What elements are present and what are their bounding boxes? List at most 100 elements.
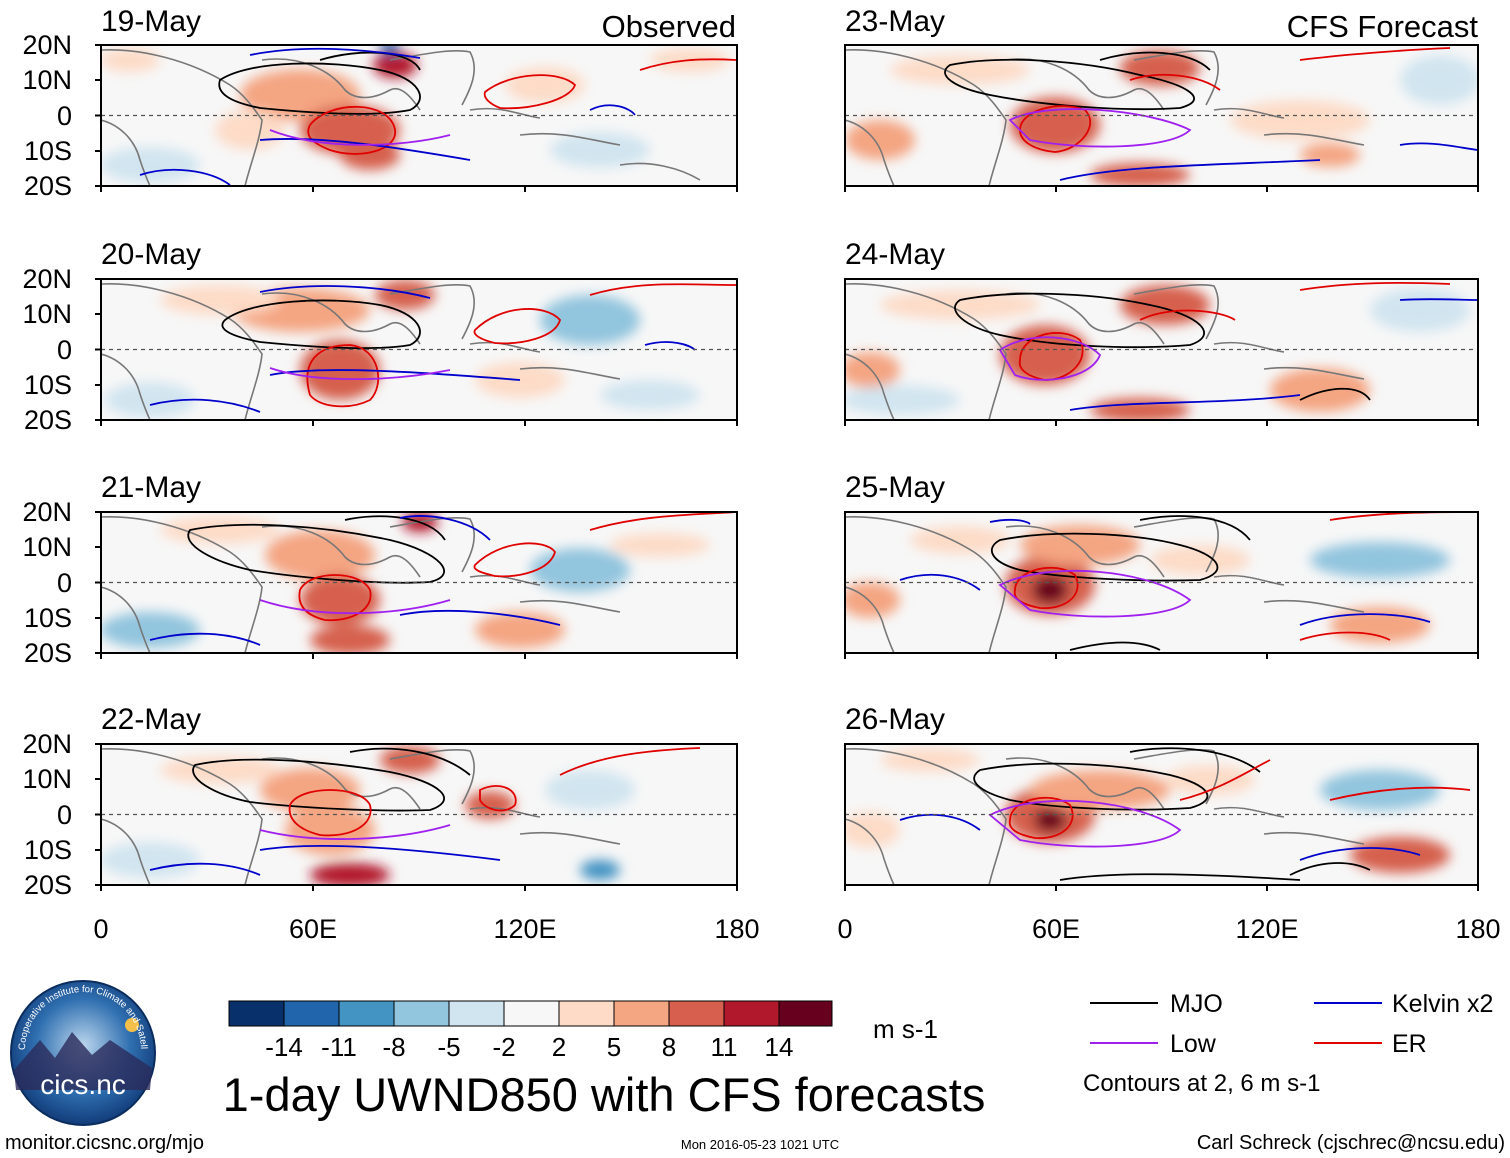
panel-field — [845, 512, 1478, 653]
lat-label: 10N — [22, 299, 72, 329]
colorbar-tick-label: 14 — [765, 1032, 794, 1062]
panel-date: 26-May — [845, 703, 945, 736]
map-panel: 23-May — [844, 5, 1479, 192]
legend-label: Low — [1170, 1030, 1217, 1058]
lon-label: 0 — [93, 914, 108, 944]
panel-field — [101, 512, 737, 653]
logo-wordmark: cics.nc — [40, 1069, 126, 1100]
lat-label: 20N — [22, 264, 72, 294]
contour-legend: MJO Kelvin x2 Low ER Contours at 2, 6 m … — [1083, 990, 1493, 1097]
panel-field — [845, 45, 1478, 186]
map-panel: 25-May — [844, 471, 1479, 659]
panel-date: 24-May — [845, 238, 945, 271]
lat-label: 0 — [57, 568, 72, 598]
panel-date: 19-May — [101, 5, 201, 38]
colorbar-swatch — [338, 1000, 395, 1027]
observed-column-label: Observed — [602, 9, 736, 44]
forecast-column-label: CFS Forecast — [1287, 9, 1479, 44]
colorbar-swatch — [228, 1000, 285, 1027]
lat-label: 20N — [22, 497, 72, 527]
map-panel: 21-May — [22, 471, 738, 668]
lat-label: 20S — [24, 638, 72, 668]
colorbar-tick-label: -11 — [321, 1032, 357, 1062]
lat-label: 20S — [24, 870, 72, 900]
contour-lines — [944, 47, 1478, 181]
colorbar-tick-label: 8 — [662, 1032, 676, 1062]
contour-lines — [149, 283, 737, 413]
legend-label: MJO — [1170, 990, 1223, 1018]
map-panel: 20-May — [22, 238, 738, 435]
lat-label: 20N — [22, 30, 72, 60]
colorbar-tick-label: -2 — [492, 1032, 515, 1062]
colorbar-swatch — [283, 1000, 340, 1027]
land-outlines — [845, 282, 1365, 420]
lat-label: 10S — [24, 835, 72, 865]
lat-label: 10S — [24, 370, 72, 400]
lat-axis-labels: 20N 10N 0 10S 20S — [22, 729, 72, 900]
wind-anomaly-shading — [845, 50, 1478, 186]
panel-field — [101, 744, 737, 885]
lat-axis-labels: 20N 10N 0 10S 20S — [22, 497, 72, 668]
lon-axis-labels: 0 60E 120E 180 — [837, 914, 1500, 944]
colorbar-swatch — [668, 1000, 725, 1027]
lat-label: 0 — [57, 800, 72, 830]
contour-lines — [149, 747, 701, 876]
colorbar-units: m s-1 — [873, 1014, 938, 1044]
panel-field — [845, 744, 1478, 885]
wind-anomaly-shading — [105, 280, 700, 418]
colorbar-tick-label: 5 — [607, 1032, 621, 1062]
lon-label: 60E — [289, 914, 337, 944]
colorbar-swatch — [613, 1000, 670, 1027]
footer-url[interactable]: monitor.cicsnc.org/mjo — [5, 1132, 204, 1154]
land-outlines — [845, 48, 1365, 186]
map-panel: 24-May — [844, 238, 1479, 426]
colorbar-tick-label: 2 — [552, 1032, 566, 1062]
lat-label: 20N — [22, 729, 72, 759]
lat-label: 0 — [57, 335, 72, 365]
contour-lines — [954, 281, 1478, 411]
lon-label: 180 — [714, 914, 759, 944]
colorbar-swatch — [778, 1000, 833, 1027]
map-panel: 26-May — [837, 703, 1500, 944]
figure-title: 1-day UWND850 with CFS forecasts — [223, 1068, 986, 1121]
legend-note: Contours at 2, 6 m s-1 — [1083, 1070, 1320, 1097]
lat-axis-labels: 20N 10N 0 10S 20S — [22, 30, 72, 201]
colorbar-tick-label: -5 — [437, 1032, 460, 1062]
wind-anomaly-shading — [845, 285, 1470, 420]
lat-label: 0 — [57, 101, 72, 131]
panel-date: 25-May — [845, 471, 945, 504]
colorbar-swatch — [393, 1000, 450, 1027]
contour-lines — [139, 47, 737, 186]
contour-lines — [899, 747, 1471, 881]
colorbar-tick-label: 11 — [711, 1032, 738, 1062]
land-outlines — [101, 282, 621, 420]
colorbar-tick-label: -14 — [265, 1032, 303, 1062]
colorbar-swatch — [448, 1000, 505, 1027]
colorbar-swatch — [558, 1000, 615, 1027]
lat-label: 10S — [24, 136, 72, 166]
panel-field — [101, 279, 737, 420]
lon-label: 180 — [1455, 914, 1500, 944]
footer-author: Carl Schreck (cjschrec@ncsu.edu) — [1197, 1132, 1505, 1154]
panel-field — [101, 45, 737, 186]
lat-label: 20S — [24, 171, 72, 201]
lon-axis-labels: 0 60E 120E 180 — [93, 914, 759, 944]
panel-date: 21-May — [101, 471, 201, 504]
lon-label: 120E — [493, 914, 556, 944]
lat-label: 10N — [22, 65, 72, 95]
lat-label: 10S — [24, 603, 72, 633]
lat-label: 20S — [24, 405, 72, 435]
wind-anomaly-shading — [101, 512, 710, 653]
legend-label: Kelvin x2 — [1392, 990, 1493, 1018]
legend-label: ER — [1392, 1030, 1427, 1058]
panel-date: 23-May — [845, 5, 945, 38]
wind-anomaly-shading — [101, 746, 635, 885]
lat-label: 10N — [22, 764, 72, 794]
lon-label: 60E — [1032, 914, 1080, 944]
colorbar-swatch — [503, 1000, 560, 1027]
colorbar-tick-label: -8 — [382, 1032, 405, 1062]
lon-label: 0 — [837, 914, 852, 944]
map-panel: 19-May — [22, 5, 738, 201]
land-outlines — [101, 515, 621, 653]
